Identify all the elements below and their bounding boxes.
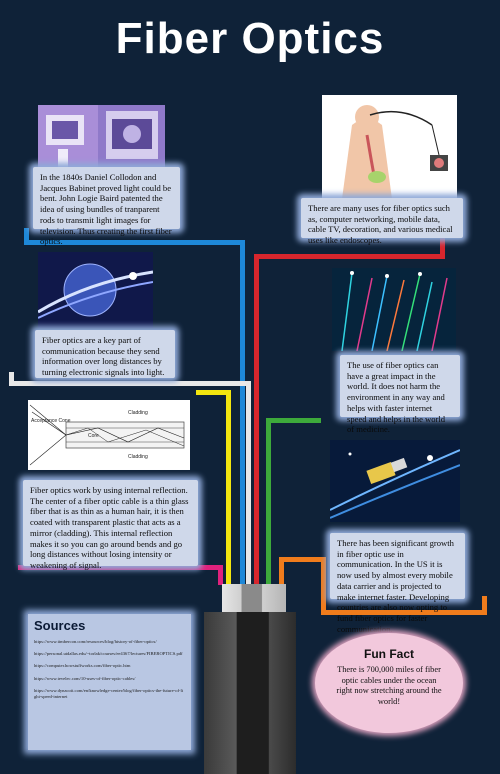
orange-wire [321,557,326,615]
source-link[interactable]: https://computer.howstuffworks.com/fiber… [34,663,131,669]
fun-fact-title: Fun Fact [364,647,414,661]
orange-wire [321,610,487,615]
orange-wire [279,557,321,562]
blue-wire [24,228,29,242]
fun-fact-bubble: Fun Fact There is 700,000 miles of fiber… [315,633,463,733]
source-link[interactable]: https://personal.utdallas.edu/~torlak/co… [34,651,183,657]
blue-wire [24,240,245,245]
source-link[interactable]: https://www.dynacoit.com/en/knowledge-ce… [34,687,184,699]
acceptance-cone-label: Acceptance Cone [31,418,71,424]
uses-text: There are many uses for fiber optics suc… [301,198,463,245]
red-wire [254,254,259,585]
blue-wire [240,240,245,585]
cladding-bottom-label: Cladding [128,454,148,460]
sources-title: Sources [34,618,86,633]
yellow-wire [226,390,231,585]
white-wire [9,381,251,386]
orange-wire [279,557,284,585]
fun-fact-text: There is 700,000 miles of fiber optic ca… [336,665,442,706]
internal-reflection-diagram: Acceptance Cone Core Cladding Cladding [28,400,190,470]
green-wire [266,418,321,423]
green-wire [266,418,271,585]
white-wire [246,381,251,585]
fiber-connector-image [330,440,460,522]
sources-panel: Sources https://www.timbercon.com/resour… [28,614,191,750]
communication-text: Fiber optics are a key part of communica… [35,330,175,378]
history-text: In the 1840s Daniel Collodon and Jacques… [33,167,180,246]
magenta-wire [218,565,223,585]
endoscope-image [322,95,457,199]
page-title: Fiber Optics [115,14,385,63]
cable-connector [222,584,286,612]
growth-text: There has been significant growth in fib… [330,533,465,634]
source-link[interactable]: https://www.tevelec.com/10-uses-of-fiber… [34,675,136,681]
core-label: Core [88,433,99,439]
colorful-fibers-image [332,268,456,351]
source-link[interactable]: https://www.timbercon.com/resources/blog… [34,639,157,644]
impact-text: The use of fiber optics can have a great… [340,355,460,434]
cladding-top-label: Cladding [128,410,148,416]
white-wire [9,372,14,384]
television-history-image [38,105,165,169]
red-wire [254,254,444,259]
magenta-wire [18,565,223,570]
how-it-works-text: Fiber optics work by using internal refl… [23,480,198,570]
yellow-wire [196,390,231,395]
red-wire [440,236,445,259]
cable-body [204,612,296,774]
orange-wire [482,596,487,615]
globe-fiber-image [38,252,153,328]
